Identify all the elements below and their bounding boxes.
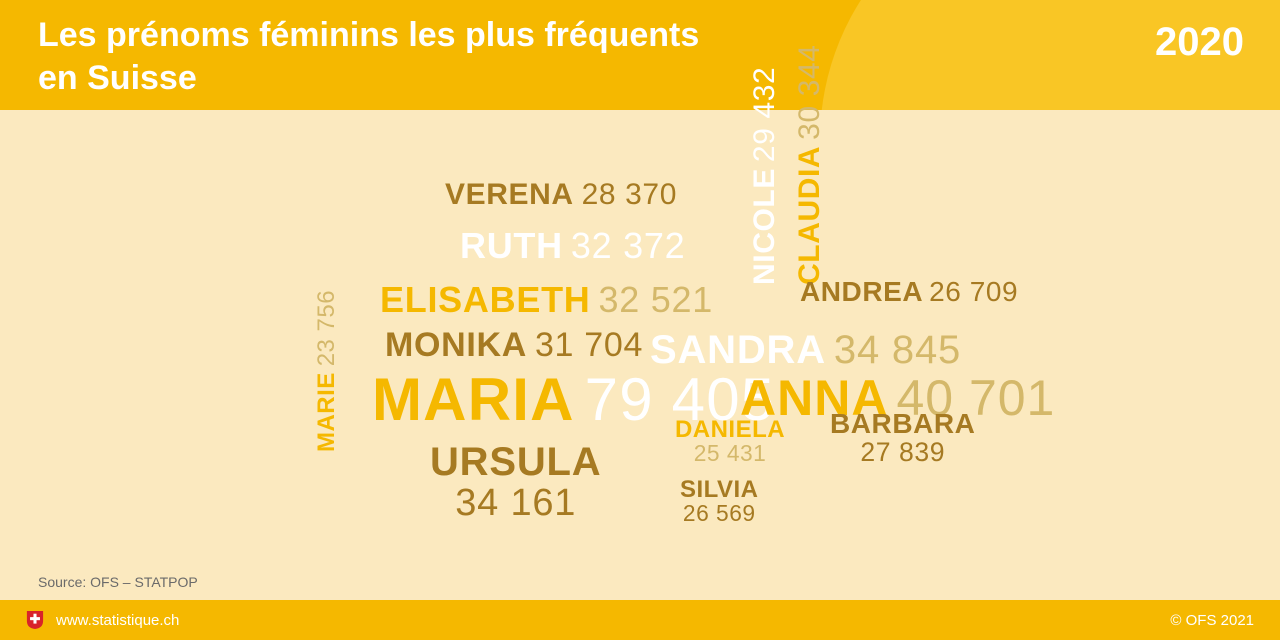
word-count: 28 370 — [582, 178, 677, 211]
year-label: 2020 — [1155, 20, 1244, 65]
word-name: DANIELA — [675, 416, 785, 443]
word-andrea: ANDREA 26 709 — [800, 278, 1018, 306]
wordcloud-canvas: Source: OFS – STATPOP MARIA 79 405ANNA 4… — [0, 110, 1280, 600]
infographic-root: Les prénoms féminins les plus fréquents … — [0, 0, 1280, 640]
word-barbara: BARBARA27 839 — [830, 410, 975, 466]
word-nicole: NICOLE 29 432 — [750, 67, 780, 285]
word-elisabeth: ELISABETH 32 521 — [380, 282, 713, 318]
footer-url: www.statistique.ch — [56, 612, 179, 629]
word-name: MARIE — [313, 372, 340, 452]
word-name: NICOLE — [748, 168, 781, 285]
word-count: 34 845 — [834, 328, 961, 372]
word-name: BARBARA — [830, 408, 975, 439]
word-monika: MONIKA 31 704 — [385, 328, 643, 362]
footer-copyright: © OFS 2021 — [1170, 612, 1254, 629]
word-silvia: SILVIA26 569 — [680, 478, 758, 526]
footer: www.statistique.ch © OFS 2021 — [0, 600, 1280, 640]
word-count: 32 521 — [599, 279, 713, 320]
footer-left: www.statistique.ch — [26, 610, 179, 630]
word-sandra: SANDRA 34 845 — [650, 330, 961, 370]
word-daniela: DANIELA25 431 — [675, 418, 785, 466]
word-count: 32 372 — [571, 225, 685, 266]
source-label: Source: OFS – STATPOP — [38, 574, 198, 590]
word-count: 27 839 — [860, 437, 945, 467]
word-verena: VERENA 28 370 — [445, 180, 677, 210]
word-name: SANDRA — [650, 328, 826, 372]
word-count: 34 161 — [455, 482, 576, 524]
word-claudia: CLAUDIA 30 344 — [795, 44, 825, 285]
word-count: 31 704 — [535, 326, 643, 364]
word-ruth: RUTH 32 372 — [460, 228, 685, 264]
word-name: ELISABETH — [380, 279, 591, 320]
word-count: 26 709 — [929, 276, 1018, 307]
word-count: 30 344 — [793, 44, 826, 139]
word-name: VERENA — [445, 178, 574, 211]
word-ursula: URSULA34 161 — [430, 442, 601, 522]
word-name: MARIA — [372, 366, 575, 433]
header: Les prénoms féminins les plus fréquents … — [0, 0, 1280, 110]
word-count: 23 756 — [313, 290, 340, 366]
word-name: RUTH — [460, 225, 563, 266]
word-count: 26 569 — [683, 500, 756, 526]
page-title: Les prénoms féminins les plus fréquents … — [38, 14, 699, 99]
word-count: 29 432 — [748, 67, 781, 162]
word-marie: MARIE 23 756 — [315, 290, 339, 452]
title-line-1: Les prénoms féminins les plus fréquents — [38, 16, 699, 54]
swiss-shield-icon — [26, 610, 44, 630]
word-count: 25 431 — [694, 440, 767, 466]
word-name: CLAUDIA — [793, 146, 826, 285]
word-name: ANDREA — [800, 276, 923, 307]
word-name: URSULA — [430, 440, 601, 484]
title-line-2: en Suisse — [38, 59, 197, 97]
word-name: SILVIA — [680, 476, 758, 503]
word-name: MONIKA — [385, 326, 527, 364]
